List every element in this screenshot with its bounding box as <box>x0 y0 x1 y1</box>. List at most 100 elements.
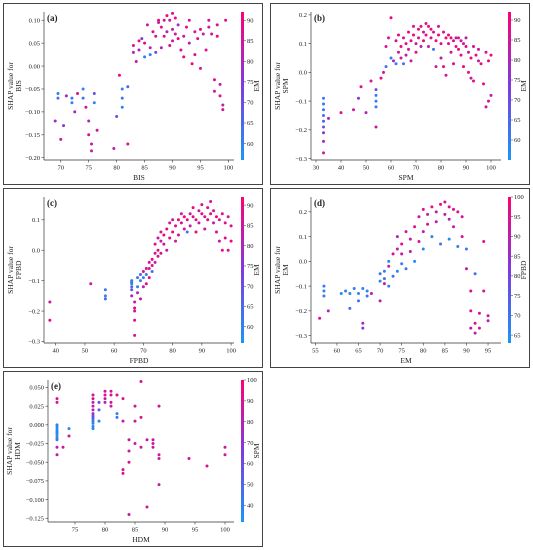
data-point <box>400 262 404 266</box>
data-point <box>484 105 488 109</box>
data-point <box>143 55 147 59</box>
data-point <box>447 237 451 241</box>
data-point <box>387 36 390 40</box>
data-point <box>352 108 355 112</box>
data-point <box>472 44 475 48</box>
x-axis-label: BIS <box>133 173 145 182</box>
data-point <box>394 62 398 66</box>
x-tick-label: 90 <box>463 165 470 172</box>
y-axis-label: EM <box>281 264 290 276</box>
colorbar-tick-label: 90 <box>247 398 254 405</box>
x-tick-label: 100 <box>224 165 234 172</box>
colorbar-tick-label: 75 <box>247 263 254 270</box>
data-point <box>454 44 458 48</box>
data-point <box>439 202 443 206</box>
data-point <box>138 279 142 283</box>
colorbar-tick-label: 85 <box>514 253 521 260</box>
data-point <box>404 42 408 46</box>
data-point <box>179 48 183 52</box>
data-point <box>473 331 477 335</box>
chart-svg-d: 55 60 65 70 75 80 85 90 95 −0.3 −0.2 −0.1 0.0 0.1 0.2 E… <box>273 194 528 365</box>
x-tick-label: 60 <box>334 348 341 355</box>
data-point <box>70 96 74 100</box>
x-tick-label: 80 <box>169 348 176 355</box>
data-point <box>48 318 52 322</box>
data-point <box>133 442 137 446</box>
data-point <box>176 37 180 41</box>
data-point <box>220 212 224 216</box>
x-tick-label: 95 <box>192 527 199 534</box>
data-point <box>469 289 473 293</box>
data-point <box>413 225 417 229</box>
data-point <box>130 285 134 289</box>
x-tick-label: 90 <box>162 527 169 534</box>
data-point <box>190 62 194 66</box>
data-point <box>109 404 113 408</box>
data-point <box>409 59 413 63</box>
data-point <box>460 235 464 239</box>
data-point <box>447 205 451 209</box>
data-point <box>84 105 88 109</box>
data-point <box>464 247 468 251</box>
x-tick-label: 75 <box>85 165 92 172</box>
panel-d: 55 60 65 70 75 80 85 90 95 −0.3 −0.2 −0.1 0.0 0.1 0.2 E… <box>270 188 530 368</box>
data-point <box>91 424 95 428</box>
x-tick-label: 60 <box>111 348 118 355</box>
y-tick-label: 0.05 <box>29 40 40 47</box>
data-point <box>176 23 180 27</box>
data-point <box>424 33 428 37</box>
data-point <box>434 210 438 214</box>
data-point <box>427 44 430 48</box>
data-point <box>144 273 148 277</box>
colorbar-tick-label: 70 <box>514 97 521 104</box>
data-point <box>87 119 91 123</box>
y-axis-label: SHAP value for <box>273 246 282 294</box>
data-point <box>171 39 175 43</box>
data-point <box>462 65 465 69</box>
data-point <box>399 44 403 48</box>
data-point <box>182 227 186 231</box>
x-tick-label: 80 <box>438 165 445 172</box>
data-point <box>384 65 388 69</box>
data-point <box>109 393 113 397</box>
data-point <box>387 264 391 268</box>
data-point <box>97 419 101 423</box>
data-point <box>322 125 325 129</box>
y-tick-label: −0.1 <box>295 98 307 105</box>
data-point <box>157 21 161 25</box>
data-point <box>223 221 227 225</box>
data-point <box>426 212 430 216</box>
data-point <box>447 42 450 46</box>
data-point <box>61 445 65 449</box>
data-point <box>55 397 59 401</box>
x-axis-label: HDM <box>132 535 150 544</box>
data-point <box>87 133 91 137</box>
data-point <box>348 292 352 296</box>
data-point <box>429 27 433 31</box>
data-point <box>387 259 391 263</box>
colorbar-label: EM <box>252 80 261 92</box>
data-point <box>103 389 107 393</box>
data-point <box>486 314 490 318</box>
colorbar-label: EM <box>519 80 528 92</box>
data-point <box>67 434 71 438</box>
data-point <box>141 276 145 280</box>
data-point <box>103 400 107 404</box>
data-point <box>464 36 468 40</box>
data-point <box>206 218 210 222</box>
data-point <box>133 318 137 322</box>
data-point <box>218 94 222 98</box>
data-point <box>449 50 453 54</box>
data-point <box>133 333 137 337</box>
colorbar-tick-label: 60 <box>247 141 254 148</box>
data-point <box>56 96 60 100</box>
data-point <box>474 53 478 57</box>
data-point <box>469 56 473 60</box>
panel-label: (a) <box>47 13 58 23</box>
y-tick-label: −0.3 <box>295 156 307 163</box>
data-point <box>322 113 325 117</box>
x-tick-label: 40 <box>52 348 59 355</box>
colorbar-tick-label: 90 <box>247 202 254 209</box>
data-point <box>103 297 107 301</box>
data-point <box>430 205 434 209</box>
